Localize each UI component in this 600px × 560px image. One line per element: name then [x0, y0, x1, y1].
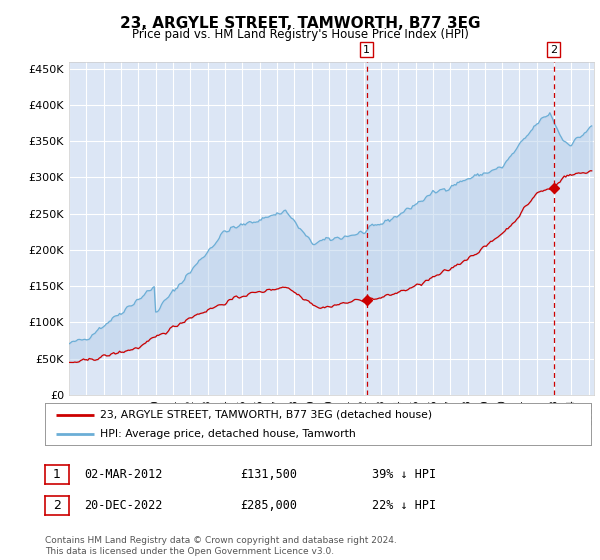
Text: 20-DEC-2022: 20-DEC-2022 [84, 499, 163, 512]
Text: 02-MAR-2012: 02-MAR-2012 [84, 468, 163, 482]
Text: Contains HM Land Registry data © Crown copyright and database right 2024.
This d: Contains HM Land Registry data © Crown c… [45, 536, 397, 556]
Text: 1: 1 [363, 45, 370, 55]
Text: 23, ARGYLE STREET, TAMWORTH, B77 3EG: 23, ARGYLE STREET, TAMWORTH, B77 3EG [120, 16, 480, 31]
Text: 39% ↓ HPI: 39% ↓ HPI [372, 468, 436, 482]
Text: £285,000: £285,000 [240, 499, 297, 512]
Text: Price paid vs. HM Land Registry's House Price Index (HPI): Price paid vs. HM Land Registry's House … [131, 28, 469, 41]
Text: £131,500: £131,500 [240, 468, 297, 482]
Text: 2: 2 [53, 499, 61, 512]
Text: 1: 1 [53, 468, 61, 482]
Text: 2: 2 [550, 45, 557, 55]
Text: 23, ARGYLE STREET, TAMWORTH, B77 3EG (detached house): 23, ARGYLE STREET, TAMWORTH, B77 3EG (de… [100, 409, 432, 419]
Text: HPI: Average price, detached house, Tamworth: HPI: Average price, detached house, Tamw… [100, 429, 355, 439]
Text: 22% ↓ HPI: 22% ↓ HPI [372, 499, 436, 512]
